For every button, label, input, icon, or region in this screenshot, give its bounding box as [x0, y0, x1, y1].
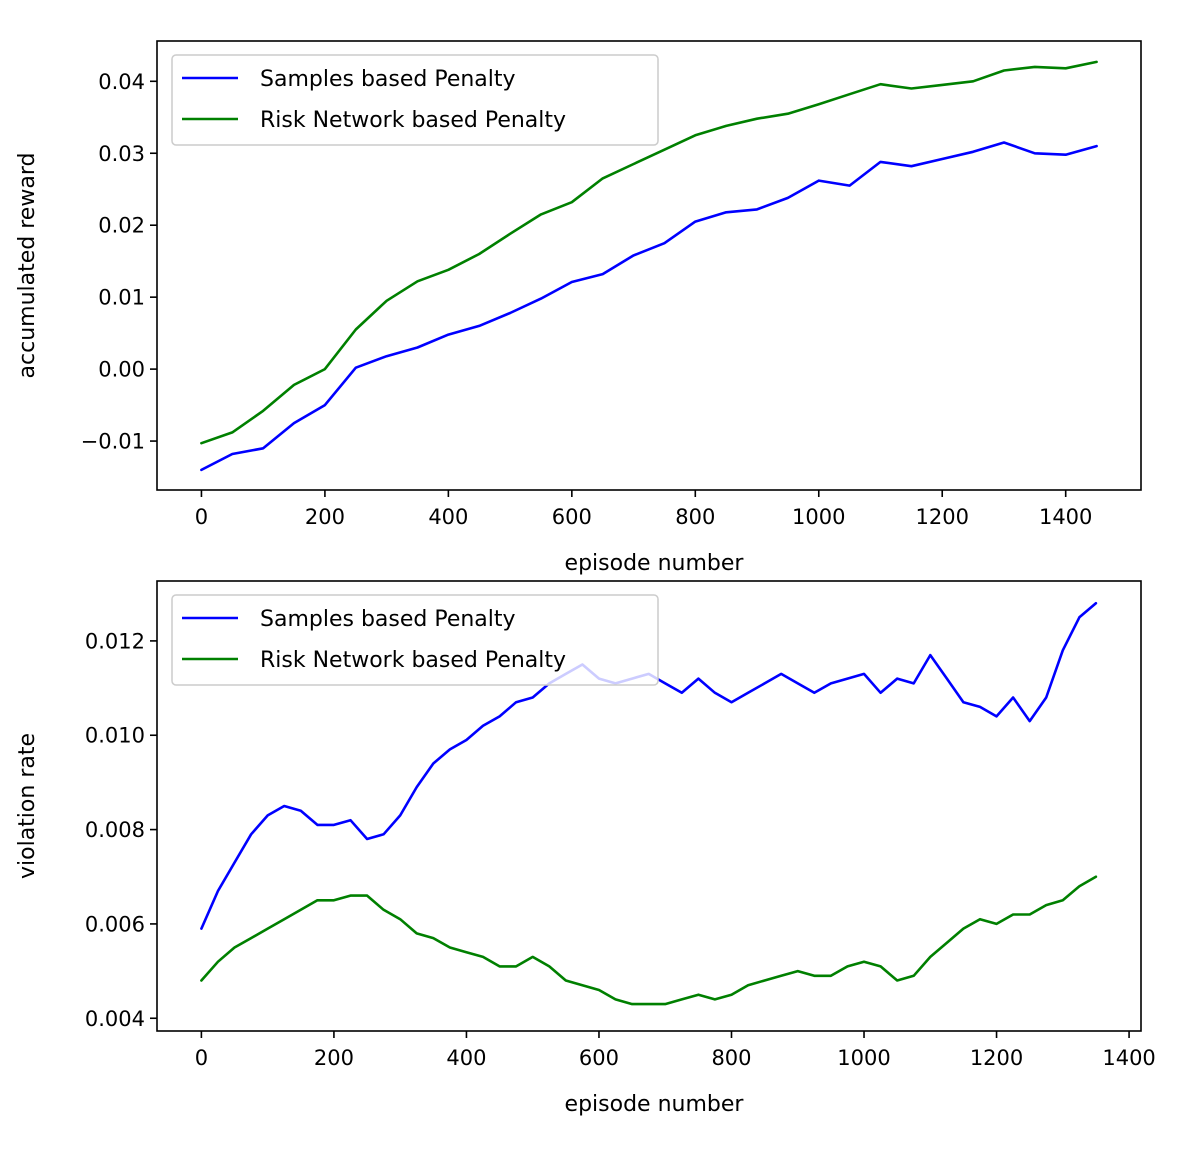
x-tick-label: 0	[195, 505, 208, 529]
legend-label-1: Risk Network based Penalty	[260, 108, 566, 133]
chart-accumulated-reward: 0 200 400 600 800 1000 1200 1400 −0.01 0.00 0.01 0.…	[15, 40, 1142, 576]
x-tick-label: 400	[428, 505, 468, 529]
series-line-1	[200, 60, 1098, 445]
chart-violation-rate: 0 200 400 600 800 1000 1200 1400 0.004 0.006 0.008…	[15, 580, 1156, 1117]
legend-label-1: Risk Network based Penalty	[260, 648, 566, 673]
x-axis-label: episode number	[565, 551, 745, 576]
y-tick-label: 0.006	[85, 912, 145, 936]
legend: Samples based Penalty Risk Network based …	[171, 594, 659, 686]
y-tick-label: 0.01	[98, 286, 145, 310]
legend-box	[171, 54, 659, 146]
legend-box	[171, 594, 659, 686]
x-axis-label: episode number	[565, 1092, 745, 1117]
y-tick-label: 0.02	[98, 214, 145, 238]
y-tick-label: 0.010	[85, 724, 145, 748]
x-tick-label: 1200	[970, 1046, 1023, 1070]
y-tick-label: −0.01	[81, 430, 145, 454]
x-tick-label: 1000	[837, 1046, 890, 1070]
series-line-1	[200, 875, 1098, 1006]
x-tick-label: 200	[305, 505, 345, 529]
x-tick-label: 1000	[792, 505, 845, 529]
axes-frame	[156, 40, 1142, 491]
y-tick-label: 0.03	[98, 142, 145, 166]
legend-label-0: Samples based Penalty	[260, 67, 516, 92]
y-tick-label: 0.00	[98, 358, 145, 382]
x-tick-label: 600	[579, 1046, 619, 1070]
legend-label-0: Samples based Penalty	[260, 607, 516, 632]
legend: Samples based Penalty Risk Network based …	[171, 54, 659, 146]
x-tick-label: 200	[314, 1046, 354, 1070]
y-tick-label: 0.04	[98, 70, 145, 94]
x-tick-label: 400	[446, 1046, 486, 1070]
x-tick-label: 800	[711, 1046, 751, 1070]
series-lines	[200, 60, 1098, 472]
x-tick-label: 800	[675, 505, 715, 529]
y-axis-label: violation rate	[15, 733, 40, 879]
x-tick-label: 1200	[915, 505, 968, 529]
y-tick-label: 0.008	[85, 818, 145, 842]
series-line-0	[200, 141, 1098, 472]
y-tick-label: 0.012	[85, 629, 145, 653]
x-tick-label: 600	[552, 505, 592, 529]
x-tick-label: 0	[195, 1046, 208, 1070]
y-tick-label: 0.004	[85, 1007, 145, 1031]
axes-frame	[156, 580, 1142, 1032]
y-axis-label: accumulated reward	[15, 153, 40, 379]
x-tick-label: 1400	[1102, 1046, 1155, 1070]
x-tick-label: 1400	[1039, 505, 1092, 529]
